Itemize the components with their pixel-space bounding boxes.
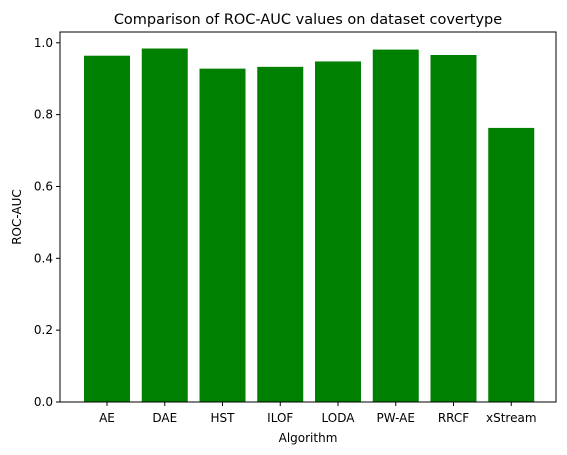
y-axis-label: ROC-AUC	[10, 189, 24, 245]
y-tick-label: 0.4	[34, 251, 53, 265]
x-axis: AE DAE HST ILOF LODA PW-AE RRCF xStream	[99, 402, 537, 425]
bar-ae	[84, 55, 130, 403]
y-tick-label: 0.2	[34, 323, 53, 337]
bar-pw-ae	[372, 49, 419, 402]
y-axis: 0.0 0.2 0.4 0.6 0.8 1.0	[34, 36, 60, 409]
bar-ilof	[257, 66, 304, 402]
y-tick-label: 1.0	[34, 36, 53, 50]
x-tick-label: RRCF	[438, 411, 469, 425]
x-tick-label: PW-AE	[377, 411, 415, 425]
bar-dae	[141, 48, 188, 403]
x-tick-label: DAE	[152, 411, 177, 425]
x-tick-label: xStream	[486, 411, 537, 425]
bars-group	[84, 48, 535, 403]
x-tick-label: HST	[211, 411, 236, 425]
y-tick-label: 0.8	[34, 108, 53, 122]
bar-loda	[315, 61, 361, 403]
y-tick-label: 0.6	[34, 179, 53, 193]
x-tick-label: AE	[99, 411, 115, 425]
bar-xstream	[488, 127, 535, 402]
y-tick-label: 0.0	[34, 395, 53, 409]
x-tick-label: LODA	[322, 411, 356, 425]
chart-title: Comparison of ROC-AUC values on dataset …	[114, 12, 502, 28]
plot-frame	[59, 31, 557, 403]
x-axis-label: Algorithm	[279, 431, 338, 445]
bar-hst	[199, 68, 246, 402]
x-tick-label: ILOF	[267, 411, 293, 425]
bar-rrcf	[430, 54, 477, 403]
